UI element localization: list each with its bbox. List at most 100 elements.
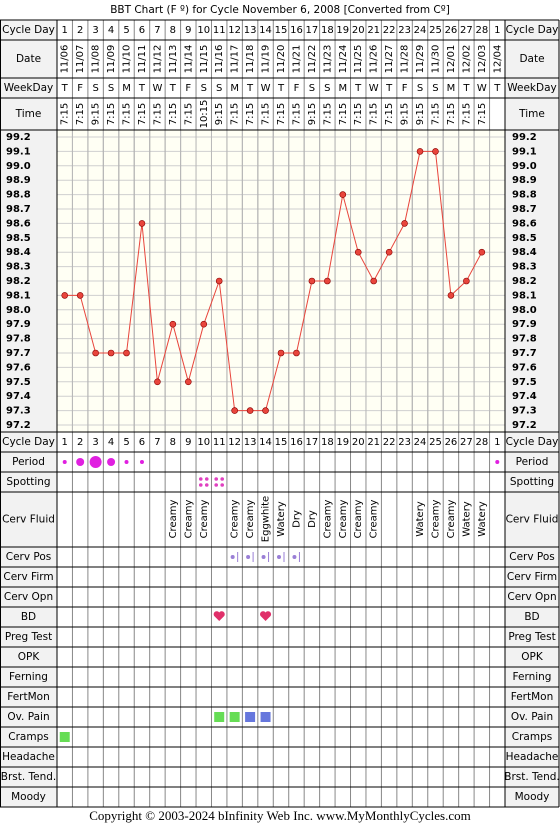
cycle-day: 8	[170, 437, 176, 448]
cycle-day: 28	[475, 25, 488, 36]
period	[124, 460, 129, 464]
ov-pain	[245, 712, 256, 722]
date: 12/01	[446, 45, 457, 74]
time: 7:15	[106, 103, 117, 125]
row-label: Time	[518, 108, 545, 120]
weekday: S	[92, 83, 98, 94]
spotting	[204, 477, 209, 481]
cycle-day: 23	[398, 25, 411, 36]
date: 11/26	[369, 45, 380, 74]
label-column	[0, 20, 57, 807]
row-label: Cerv Pos	[6, 551, 52, 563]
y-tick-label: 98.7	[512, 204, 537, 215]
cycle-day: 1	[494, 25, 500, 36]
cerv-fluid: Creamy	[183, 500, 194, 539]
cerv-fluid: Creamy	[338, 500, 349, 539]
y-tick-label: 98.9	[6, 175, 31, 186]
time: 9:15	[307, 103, 318, 125]
weekday: T	[462, 83, 470, 94]
time: 7:15	[461, 103, 472, 125]
time: 7:15	[152, 103, 163, 125]
temp-point	[277, 349, 285, 357]
cycle-day: 28	[475, 437, 488, 448]
y-tick-label: 97.9	[6, 319, 31, 330]
time: 9:15	[415, 103, 426, 125]
weekday: F	[185, 83, 191, 94]
y-tick-label: 97.2	[6, 420, 31, 431]
cycle-day: 18	[321, 437, 334, 448]
y-tick-label: 99.0	[6, 161, 31, 172]
cycle-day: 17	[306, 25, 319, 36]
row-label: Spotting	[510, 476, 554, 488]
period	[139, 460, 144, 464]
row-label: WeekDay	[507, 82, 557, 94]
date: 11/14	[183, 45, 194, 74]
row-label: Ov. Pain	[511, 711, 553, 723]
row-label: Cerv Firm	[507, 571, 557, 583]
time: 7:15	[369, 103, 380, 125]
weekday: W	[152, 83, 162, 94]
cycle-day: 2	[77, 437, 83, 448]
cycle-day: 12	[228, 437, 241, 448]
y-tick-label: 98.2	[6, 276, 31, 287]
cycle-day: 10	[197, 25, 210, 36]
y-tick-label: 98.1	[6, 290, 31, 301]
cerv-fluid: Creamy	[369, 500, 380, 539]
y-tick-label: 97.5	[512, 377, 537, 388]
y-tick-label: 98.9	[512, 175, 537, 186]
time: 9:15	[214, 103, 225, 125]
date: 11/17	[230, 45, 241, 74]
temp-point	[61, 292, 69, 299]
row-label: WeekDay	[4, 82, 54, 94]
time: 7:15	[261, 103, 272, 125]
row-label: Cycle Day	[506, 436, 559, 448]
time: 9:15	[400, 103, 411, 125]
cerv-fluid: Watery	[276, 501, 287, 537]
temp-point	[231, 407, 238, 414]
spotting	[220, 483, 225, 487]
cycle-day: 11	[213, 437, 226, 448]
weekday: M	[447, 83, 456, 94]
cycle-day: 5	[123, 25, 129, 36]
cycle-day: 8	[170, 25, 176, 36]
y-tick-label: 98.4	[6, 247, 31, 258]
cycle-day: 16	[290, 25, 303, 36]
cycle-day: 27	[460, 437, 473, 448]
date: 11/06	[60, 45, 71, 74]
time: 7:15	[183, 103, 194, 125]
date: 11/23	[322, 45, 333, 74]
cerv-fluid: Creamy	[446, 500, 457, 539]
date: 11/13	[168, 45, 179, 74]
row-label: Headache	[506, 751, 559, 763]
row-label: BD	[524, 611, 539, 623]
cycle-day: 23	[398, 437, 411, 448]
time: 7:15	[477, 103, 488, 125]
cycle-day: 24	[414, 25, 427, 36]
weekday: M	[338, 83, 347, 94]
cycle-day: 1	[62, 25, 68, 36]
temp-point	[308, 277, 316, 285]
y-tick-label: 97.7	[6, 348, 31, 359]
row-label: Period	[12, 456, 45, 468]
cycle-day: 9	[185, 25, 191, 36]
cycle-day: 12	[228, 25, 241, 36]
time: 7:15	[322, 103, 333, 125]
label-column	[505, 20, 559, 807]
date: 12/03	[477, 45, 488, 74]
temp-point	[463, 277, 470, 285]
row-label: Moody	[11, 791, 46, 803]
date: 11/30	[430, 45, 441, 74]
y-tick-label: 98.0	[6, 305, 31, 316]
y-tick-label: 97.3	[512, 406, 537, 417]
temp-point	[447, 292, 455, 299]
cycle-day: 5	[123, 437, 129, 448]
row-label: Cerv Opn	[4, 591, 53, 603]
temp-point	[76, 292, 84, 299]
y-tick-label: 99.0	[512, 161, 537, 172]
weekday: T	[277, 83, 285, 94]
cycle-day: 16	[290, 437, 303, 448]
row-label: Cerv Firm	[3, 571, 53, 583]
temp-point	[293, 349, 300, 357]
time: 7:15	[338, 103, 349, 125]
